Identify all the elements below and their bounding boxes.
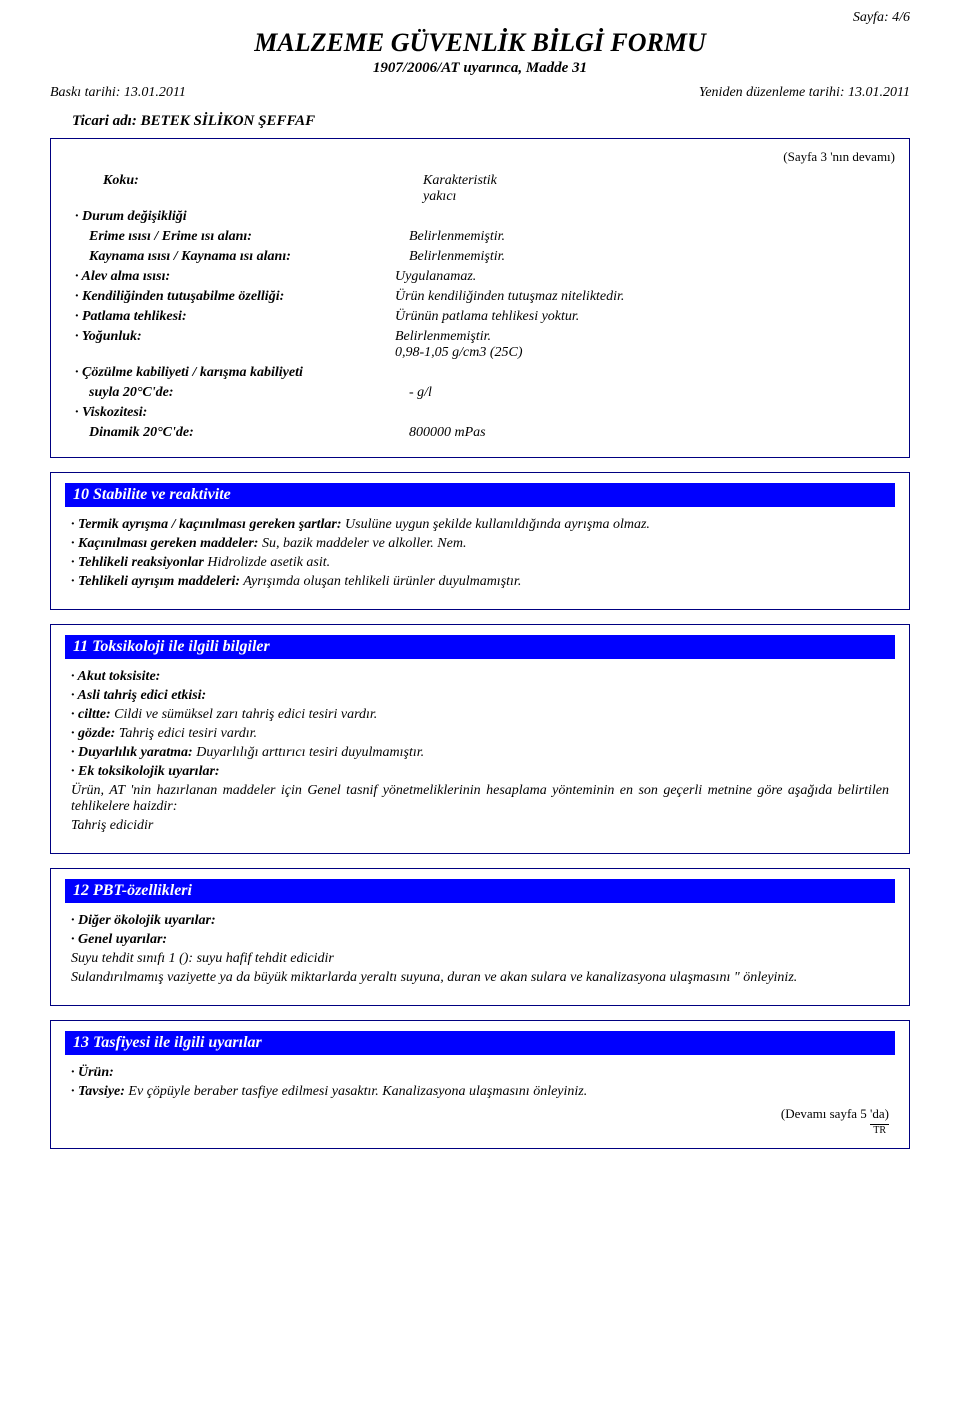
section-12-header: 12 PBT-özellikleri [65,879,895,903]
prop-value: Belirlenmemiştir. 0,98-1,05 g/cm3 (25C) [395,329,895,361]
trade-name: Ticari adı: BETEK SİLİKON ŞEFFAF [50,113,910,130]
section-11-line: · Ek toksikolojik uyarılar: [71,764,889,780]
prop-label: Kaynama ısısı / Kaynama ısı alanı: [75,249,409,265]
text: Hidrolizde asetik asit. [204,555,330,570]
label: · Duyarlılık yaratma: [71,745,193,760]
prop-label: Erime ısısı / Erime ısı alanı: [75,229,409,245]
document-title: MALZEME GÜVENLİK BİLGİ FORMU [50,28,910,58]
label: · ciltte: [71,707,111,722]
label: · gözde: [71,726,115,741]
prop-value: Ürün kendiliğinden tutuşmaz niteliktedir… [395,289,895,305]
text: Ev çöpüyle beraber tasfiye edilmesi yasa… [125,1084,587,1099]
prop-row-yogunluk: · Yoğunluk: Belirlenmemiştir. 0,98-1,05 … [75,329,895,361]
label: · Kaçınılması gereken maddeler: [71,536,258,551]
prop-label: Dinamik 20°C'de: [75,425,409,441]
section-11-line: · Asli tahriş edici etkisi: [71,688,889,704]
section-13-box: 13 Tasfiyesi ile ilgili uyarılar · Ürün:… [50,1020,910,1149]
section-10-line: · Termik ayrışma / kaçınılması gereken ş… [71,517,889,533]
prop-label: · Viskozitesi: [75,405,395,421]
page: Sayfa: 4/6 MALZEME GÜVENLİK BİLGİ FORMU … [0,0,960,1183]
section-11-line: · gözde: Tahriş edici tesiri vardır. [71,726,889,742]
section-11-line: · ciltte: Cildi ve sümüksel zarı tahriş … [71,707,889,723]
text: Cildi ve sümüksel zarı tahriş edici tesi… [111,707,378,722]
prop-row-koku: Koku: Karakteristik yakıcı [75,173,895,205]
section-12-line: Suyu tehdit sınıfı 1 (): suyu hafif tehd… [71,951,889,967]
prop-value: Belirlenmemiştir. [409,249,895,265]
label: · Ürün: [71,1065,114,1080]
prop-value: - g/l [409,385,895,401]
prop-label: suyla 20°C'de: [75,385,409,401]
text: Duyarlılığı arttırıcı tesiri duyulmamışt… [193,745,424,760]
prop-value-line: Belirlenmemiştir. [395,329,895,345]
prop-value: 800000 mPas [409,425,895,441]
section-12-line: Sulandırılmamış vaziyette ya da büyük mi… [71,970,889,986]
section-10-line: · Tehlikeli ayrışım maddeleri: Ayrışımda… [71,574,889,590]
label: · Ek toksikolojik uyarılar: [71,764,220,779]
dates-row: Baskı tarihi: 13.01.2011 Yeniden düzenle… [50,85,910,101]
prop-label: · Çözülme kabiliyeti / karışma kabiliyet… [75,365,895,381]
label: · Tehlikeli reaksiyonlar [71,555,204,570]
prop-value: Belirlenmemiştir. [409,229,895,245]
section-10-box: 10 Stabilite ve reaktivite · Termik ayrı… [50,472,910,610]
prop-value-line: yakıcı [423,189,895,205]
prop-label: · Alev alma ısısı: [75,269,395,285]
properties-box: (Sayfa 3 'nın devamı) Koku: Karakteristi… [50,138,910,458]
prop-label: Koku: [75,173,423,205]
section-11-line: Ürün, AT 'nin hazırlanan maddeler için G… [71,783,889,815]
prop-row-alev: · Alev alma ısısı: Uygulanamaz. [75,269,895,285]
section-12-line: · Diğer ökolojik uyarılar: [71,913,889,929]
prop-value-line: Karakteristik [423,173,895,189]
prop-row-erime: Erime ısısı / Erime ısı alanı: Belirlenm… [75,229,895,245]
label: · Tehlikeli ayrışım maddeleri: [71,574,240,589]
prop-value: Ürünün patlama tehlikesi yoktur. [395,309,895,325]
prop-label: · Yoğunluk: [75,329,395,361]
prop-row-kaynama: Kaynama ısısı / Kaynama ısı alanı: Belir… [75,249,895,265]
prop-heading-durum: · Durum değişikliği [75,209,895,225]
prop-row-dinamik: Dinamik 20°C'de: 800000 mPas [75,425,895,441]
text: Usulüne uygun şekilde kullanıldığında ay… [342,517,650,532]
section-10-line: · Tehlikeli reaksiyonlar Hidrolizde aset… [71,555,889,571]
prop-label: · Kendiliğinden tutuşabilme özelliği: [75,289,395,305]
page-number: Sayfa: 4/6 [50,10,910,26]
prop-value: Karakteristik yakıcı [423,173,895,205]
label: · Termik ayrışma / kaçınılması gereken ş… [71,517,342,532]
prop-row-kendiliginden: · Kendiliğinden tutuşabilme özelliği: Ür… [75,289,895,305]
section-11-line: · Duyarlılık yaratma: Duyarlılığı arttır… [71,745,889,761]
section-10-header: 10 Stabilite ve reaktivite [65,483,895,507]
section-13-line: · Ürün: [71,1065,889,1081]
prop-label: · Patlama tehlikesi: [75,309,395,325]
prop-heading-viskozite: · Viskozitesi: [75,405,895,421]
prop-label: · Durum değişikliği [75,209,395,225]
section-11-box: 11 Toksikoloji ile ilgili bilgiler · Aku… [50,624,910,854]
prop-value-line: 0,98-1,05 g/cm3 (25C) [395,345,895,361]
section-13-header: 13 Tasfiyesi ile ilgili uyarılar [65,1031,895,1055]
prop-value: Uygulanamaz. [395,269,895,285]
prop-row-suyla: suyla 20°C'de: - g/l [75,385,895,401]
revision-date: Yeniden düzenleme tarihi: 13.01.2011 [699,85,910,101]
print-date: Baskı tarihi: 13.01.2011 [50,85,186,101]
section-11-line: Tahriş edicidir [71,818,889,834]
section-11-header: 11 Toksikoloji ile ilgili bilgiler [65,635,895,659]
section-10-line: · Kaçınılması gereken maddeler: Su, bazi… [71,536,889,552]
label: · Asli tahriş edici etkisi: [71,688,206,703]
text: Ayrışımda oluşan tehlikeli ürünler duyul… [240,574,521,589]
section-11-line: · Akut toksisite: [71,669,889,685]
document-subtitle: 1907/2006/AT uyarınca, Madde 31 [50,60,910,77]
label: · Genel uyarılar: [71,932,167,947]
label: · Diğer ökolojik uyarılar: [71,913,216,928]
language-mark: TR [870,1124,889,1136]
section-13-line: · Tavsiye: Ev çöpüyle beraber tasfiye ed… [71,1084,889,1100]
continued-on-note: (Devamı sayfa 5 'da) [71,1106,889,1122]
label: · Tavsiye: [71,1084,125,1099]
text: Tahriş edici tesiri vardır. [115,726,257,741]
label: · Akut toksisite: [71,669,160,684]
section-12-line: · Genel uyarılar: [71,932,889,948]
text: Su, bazik maddeler ve alkoller. Nem. [258,536,466,551]
prop-heading-cozulme: · Çözülme kabiliyeti / karışma kabiliyet… [75,365,895,381]
prop-row-patlama: · Patlama tehlikesi: Ürünün patlama tehl… [75,309,895,325]
section-12-box: 12 PBT-özellikleri · Diğer ökolojik uyar… [50,868,910,1006]
continued-from-note: (Sayfa 3 'nın devamı) [65,149,895,165]
